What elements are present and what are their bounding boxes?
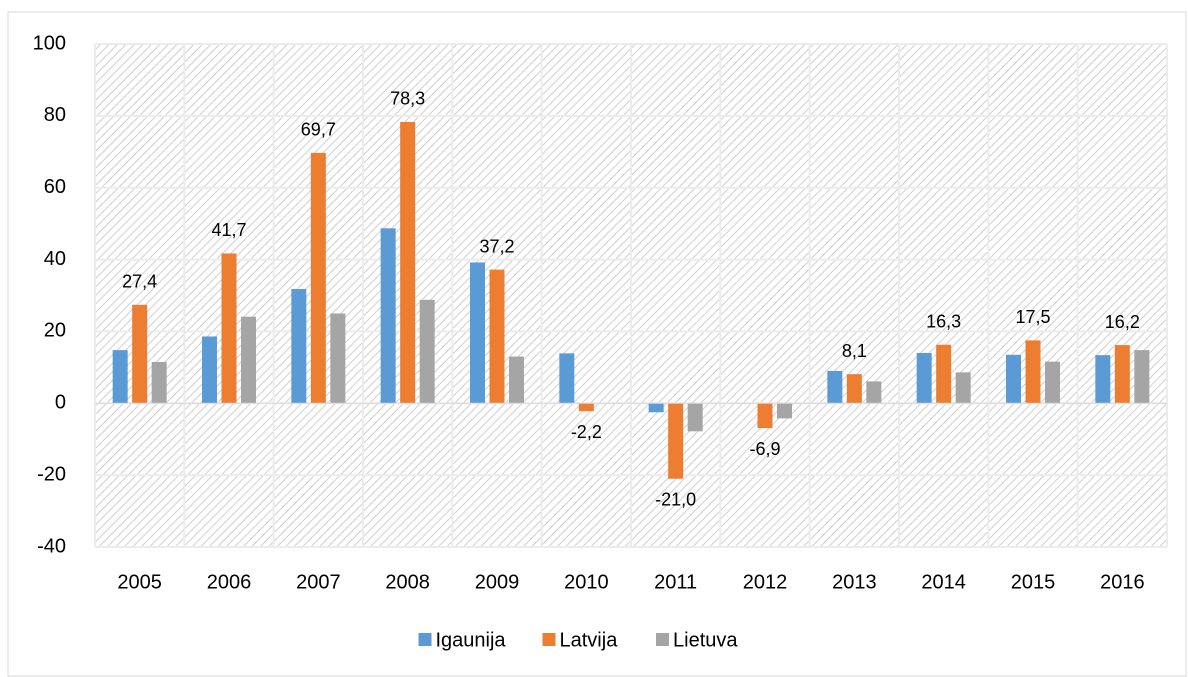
- bar: [648, 403, 664, 413]
- bar: [1006, 354, 1021, 404]
- bar: [1025, 340, 1041, 404]
- bar: [310, 152, 326, 404]
- y-tick-label: 80: [44, 104, 66, 126]
- bar: [1114, 345, 1130, 404]
- value-label: -6,9: [749, 439, 780, 459]
- bar: [578, 403, 594, 412]
- x-tick-label: 2014: [921, 571, 966, 593]
- bar: [470, 262, 485, 404]
- legend-swatch: [542, 633, 556, 646]
- bar: [221, 253, 237, 404]
- x-tick-label: 2013: [832, 571, 877, 593]
- x-tick-label: 2006: [207, 571, 252, 593]
- bar: [132, 304, 148, 404]
- bar: [380, 228, 396, 404]
- legend-label: Latvija: [560, 629, 619, 651]
- bar: [489, 269, 505, 404]
- x-tick-label: 2011: [654, 571, 697, 593]
- bar: [866, 381, 882, 404]
- value-label: 27,4: [122, 272, 157, 292]
- value-label: 8,1: [842, 341, 867, 361]
- y-tick-label: 40: [44, 248, 66, 270]
- chart-border: [7, 11, 1187, 677]
- bar: [1095, 355, 1111, 404]
- legend-label: Lietuva: [673, 629, 738, 651]
- value-label: -21,0: [655, 489, 696, 509]
- bar: [112, 350, 128, 404]
- y-tick-label: 100: [33, 32, 66, 54]
- bar: [509, 356, 524, 404]
- bar: [936, 344, 952, 404]
- bar: [687, 403, 703, 432]
- legend-swatch: [418, 633, 432, 646]
- bar: [241, 316, 256, 404]
- value-label: -2,2: [571, 422, 602, 442]
- bar: [291, 289, 307, 404]
- bar: [151, 361, 167, 404]
- bar: [955, 372, 971, 404]
- x-tick-label: 2015: [1011, 571, 1056, 593]
- bar: [1134, 350, 1150, 404]
- bar: [846, 374, 862, 404]
- bar: [419, 299, 435, 404]
- value-label: 37,2: [479, 236, 514, 256]
- bar: [757, 403, 773, 429]
- legend-swatch: [656, 633, 669, 646]
- legend-label: Igaunija: [436, 629, 507, 651]
- x-tick-label: 2008: [385, 571, 430, 593]
- x-tick-label: 2016: [1100, 571, 1145, 593]
- value-label: 17,5: [1015, 307, 1050, 327]
- value-label: 41,7: [211, 220, 246, 240]
- bar: [827, 370, 843, 404]
- x-tick-label: 2009: [475, 571, 520, 593]
- y-tick-label: 60: [44, 176, 66, 198]
- bar: [202, 336, 217, 404]
- bar: [559, 353, 575, 404]
- y-tick-label: 0: [55, 392, 66, 414]
- bar: [1045, 361, 1060, 404]
- y-tick-label: 20: [44, 320, 66, 342]
- x-tick-label: 2007: [296, 571, 341, 593]
- y-tick-label: -20: [37, 463, 66, 485]
- x-tick-label: 2010: [564, 571, 609, 593]
- x-tick-label: 2012: [743, 571, 788, 593]
- x-tick-label: 2005: [117, 571, 162, 593]
- bar: [777, 403, 792, 419]
- bar: [400, 121, 416, 404]
- bar: [668, 403, 684, 479]
- value-label: 16,3: [926, 311, 961, 331]
- value-label: 78,3: [390, 89, 425, 109]
- y-tick-label: -40: [37, 535, 66, 557]
- value-label: 69,7: [301, 120, 336, 140]
- bar: [330, 313, 346, 404]
- value-label: 16,2: [1105, 312, 1140, 332]
- bar: [916, 352, 932, 404]
